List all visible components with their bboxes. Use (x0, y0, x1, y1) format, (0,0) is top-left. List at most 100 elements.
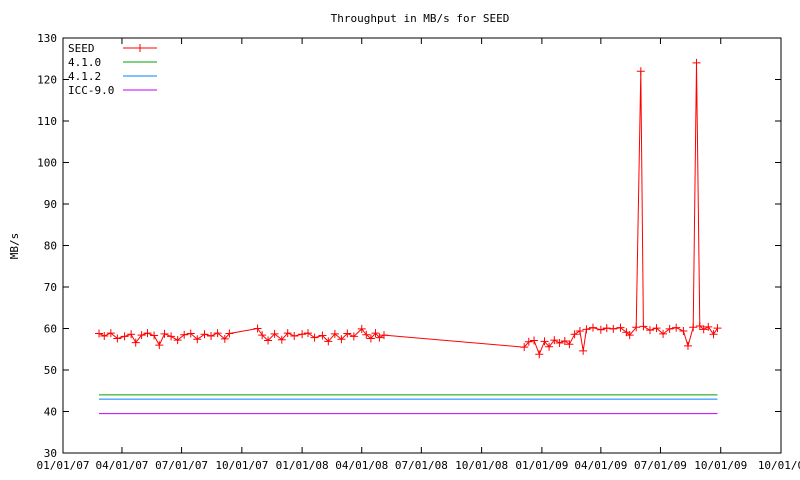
data-point (343, 329, 352, 338)
data-point (575, 326, 584, 335)
data-point (588, 323, 597, 332)
data-point (167, 332, 176, 341)
data-point (659, 329, 668, 338)
data-point (100, 331, 109, 340)
data-point (699, 325, 708, 334)
data-point (689, 323, 698, 332)
series-line-seed (98, 62, 718, 356)
x-tick-label: 07/01/07 (155, 459, 208, 472)
legend-label: 4.1.2 (68, 70, 101, 83)
data-point (207, 331, 216, 340)
data-point (524, 337, 533, 346)
data-point (310, 333, 319, 342)
data-point (106, 329, 115, 338)
data-point (692, 58, 701, 67)
data-point (186, 329, 195, 338)
data-point (258, 331, 267, 340)
data-point (652, 324, 661, 333)
data-point (582, 325, 591, 334)
data-point (173, 336, 182, 345)
data-point (535, 350, 544, 359)
data-point (380, 331, 389, 340)
data-point (362, 330, 371, 339)
data-point (570, 330, 579, 339)
data-point (683, 341, 692, 350)
legend-marker (136, 44, 144, 52)
x-tick-label: 10/01/07 (215, 459, 268, 472)
data-point (672, 323, 681, 332)
data-point (357, 324, 366, 333)
data-point (679, 326, 688, 335)
data-point (349, 332, 358, 341)
data-point (330, 329, 339, 338)
data-point (143, 329, 152, 338)
data-point (609, 324, 618, 333)
y-tick-label: 70 (44, 281, 57, 294)
y-tick-label: 30 (44, 447, 57, 460)
data-point (632, 323, 641, 332)
data-point (636, 67, 645, 76)
data-point (213, 329, 222, 338)
x-tick-label: 07/01/09 (634, 459, 687, 472)
data-point (225, 329, 234, 338)
data-point (155, 341, 164, 350)
data-point (298, 330, 307, 339)
x-tick-label: 01/01/08 (276, 459, 329, 472)
data-point (616, 323, 625, 332)
data-point (550, 336, 559, 345)
data-point (220, 334, 229, 343)
data-point (150, 331, 159, 340)
x-tick-label: 01/01/07 (37, 459, 90, 472)
data-point (625, 331, 634, 340)
data-point (95, 329, 104, 338)
data-point (283, 329, 292, 338)
data-point (131, 338, 140, 347)
data-point (304, 329, 313, 338)
data-point (530, 336, 539, 345)
data-point (160, 329, 169, 338)
data-point (602, 324, 611, 333)
data-point (645, 326, 654, 335)
data-point (127, 330, 136, 339)
chart-title: Throughput in MB/s for SEED (331, 12, 510, 25)
data-point (137, 331, 146, 340)
data-point (540, 337, 549, 346)
y-axis-label: MB/s (8, 233, 21, 260)
data-point (596, 325, 605, 334)
x-tick-label: 04/01/07 (95, 459, 148, 472)
legend-label: 4.1.0 (68, 56, 101, 69)
data-point (695, 322, 704, 331)
data-point (713, 324, 722, 333)
plot-area (62, 37, 782, 454)
x-tick-label: 07/01/08 (395, 459, 448, 472)
x-axis: 01/01/07 04/01/07 07/01/07 10/01/07 01/01/08… (37, 38, 800, 472)
y-tick-label: 40 (44, 406, 57, 419)
y-tick-label: 100 (37, 157, 57, 170)
x-tick-label: 10/01/0 (758, 459, 800, 472)
data-point (709, 330, 718, 339)
legend-label: ICC-9.0 (68, 84, 114, 97)
series-layer (95, 58, 722, 415)
data-point (270, 329, 279, 338)
data-point (290, 331, 299, 340)
y-tick-label: 50 (44, 364, 57, 377)
x-tick-label: 04/01/08 (335, 459, 388, 472)
x-tick-label: 10/01/09 (694, 459, 747, 472)
data-point (193, 335, 202, 344)
data-point (520, 343, 529, 352)
data-point (560, 336, 569, 345)
data-point (375, 333, 384, 342)
y-tick-label: 80 (44, 240, 57, 253)
series-seed (95, 58, 722, 359)
y-tick-label: 130 (37, 32, 57, 45)
data-point (324, 337, 333, 346)
x-tick-label: 01/01/09 (515, 459, 568, 472)
data-point (253, 324, 262, 333)
legend-label: SEED (68, 42, 95, 55)
data-point (264, 336, 273, 345)
y-tick-label: 90 (44, 198, 57, 211)
data-point (371, 329, 380, 338)
data-point (180, 330, 189, 339)
